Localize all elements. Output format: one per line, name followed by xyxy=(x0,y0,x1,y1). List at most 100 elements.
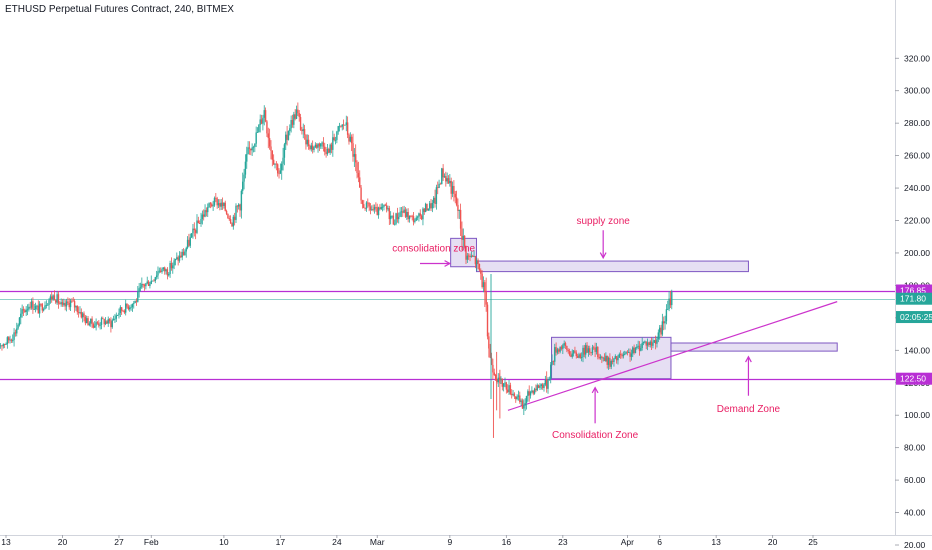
candle-body xyxy=(368,202,370,207)
candle-body xyxy=(462,235,464,240)
candle-body xyxy=(543,384,545,388)
candle-body xyxy=(579,354,582,358)
candle-body xyxy=(576,356,579,358)
candle-body xyxy=(609,357,611,367)
candle-body xyxy=(37,305,39,314)
candle-body xyxy=(275,163,278,165)
x-tick-label: 9 xyxy=(447,537,452,547)
candle-body xyxy=(271,150,274,160)
candle-body xyxy=(243,174,245,182)
candle-body xyxy=(611,360,614,362)
candle-body xyxy=(419,213,421,216)
candle-body xyxy=(290,120,292,129)
candle-body xyxy=(614,356,616,359)
annotations-layer: supply zone consolidation zone Consolidati… xyxy=(392,216,780,441)
candle-body xyxy=(239,204,241,211)
candle-body xyxy=(9,339,11,341)
candle-body xyxy=(469,255,471,258)
candle-body xyxy=(338,125,341,127)
candle-body xyxy=(306,139,308,145)
x-tick-label: 20 xyxy=(768,537,778,547)
candle-body xyxy=(407,212,409,220)
candle-body xyxy=(385,205,388,210)
candle-body xyxy=(391,215,393,217)
candle-body xyxy=(227,213,229,219)
candle-body xyxy=(184,251,186,256)
y-tick-label: 200.00 xyxy=(904,248,930,258)
candle-body xyxy=(638,345,641,351)
candle-body xyxy=(433,197,435,203)
candle-body xyxy=(232,216,235,227)
level-lines-layer xyxy=(0,290,895,411)
candle-body xyxy=(61,302,64,305)
candle-body xyxy=(361,200,364,205)
candle-body xyxy=(396,213,399,220)
candle-body xyxy=(118,312,120,316)
candle-body xyxy=(590,352,592,354)
candle-body xyxy=(247,147,249,155)
consolidation-zone-up-arrow-head xyxy=(591,386,599,394)
candle-body xyxy=(663,321,665,324)
candle-body xyxy=(110,321,112,328)
candle-body xyxy=(307,139,310,146)
candle-body xyxy=(632,347,634,354)
candle-body xyxy=(233,216,236,220)
candle-body xyxy=(559,346,561,352)
candle-body xyxy=(398,216,400,220)
candle-body xyxy=(157,271,159,276)
x-tick-label: 13 xyxy=(1,537,11,547)
candle-body xyxy=(325,151,327,155)
demand-zone-box xyxy=(670,342,838,352)
candle-body xyxy=(505,382,508,390)
candle-body xyxy=(418,213,420,217)
candle-body xyxy=(364,208,366,209)
candle-body xyxy=(244,161,247,175)
candle-body xyxy=(59,303,61,305)
candle-body xyxy=(380,207,382,209)
candle-body xyxy=(217,203,220,206)
candle-body xyxy=(558,349,560,352)
candle-body xyxy=(548,379,551,380)
candle-body xyxy=(69,300,72,308)
candle-body xyxy=(313,147,315,150)
y-tick-label: 140.00 xyxy=(904,345,930,355)
candle-body xyxy=(299,117,302,130)
candle-body xyxy=(255,132,257,144)
candle-body xyxy=(25,309,27,313)
candle-body xyxy=(400,211,403,213)
candle-body xyxy=(474,255,477,265)
candle-body xyxy=(112,318,115,321)
candle-body xyxy=(314,144,317,148)
candle-body xyxy=(389,215,392,220)
candle-body xyxy=(46,304,49,306)
candle-body xyxy=(442,168,444,178)
candle-body xyxy=(566,345,568,351)
candle-body xyxy=(564,343,567,346)
candle-body xyxy=(665,309,668,322)
candle-body xyxy=(305,134,307,145)
candle-body xyxy=(447,178,450,184)
candle-body xyxy=(375,207,377,208)
candle-body xyxy=(276,164,279,174)
candle-body xyxy=(279,170,282,174)
candle-body xyxy=(127,306,130,310)
x-tick-label: 23 xyxy=(558,537,568,547)
candle-body xyxy=(56,294,58,303)
candle-body xyxy=(536,385,538,391)
candle-body xyxy=(5,344,7,345)
candle-body xyxy=(582,347,584,357)
candle-body xyxy=(355,154,357,163)
candle-body xyxy=(185,247,187,252)
candle-body xyxy=(458,209,460,211)
candle-body xyxy=(192,228,194,234)
candle-body xyxy=(652,342,654,346)
candle-body xyxy=(324,146,326,152)
candle-body xyxy=(297,109,299,114)
candle-body xyxy=(48,300,50,305)
candle-body xyxy=(342,124,345,126)
candle-body xyxy=(10,339,13,341)
candle-body xyxy=(318,143,321,147)
candle-body xyxy=(34,306,37,310)
candle-body xyxy=(669,298,672,306)
